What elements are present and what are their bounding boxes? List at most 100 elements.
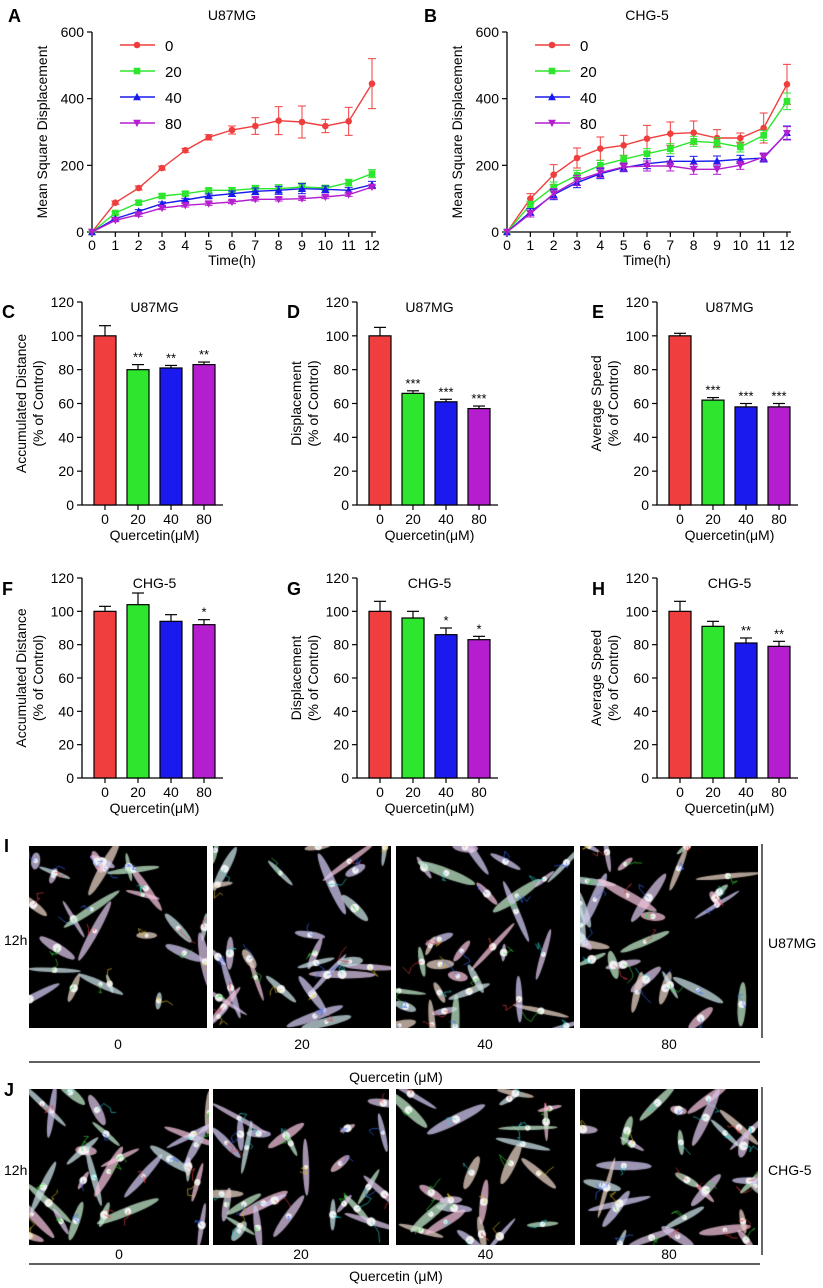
y-tick-label: 400 bbox=[61, 91, 85, 107]
concentration-label: 20 bbox=[293, 1246, 309, 1262]
data-point bbox=[158, 164, 166, 172]
y-tick-label: 40 bbox=[333, 429, 349, 445]
y-axis-label: Displacement(% of Control) bbox=[288, 635, 321, 721]
bar-20 bbox=[701, 399, 725, 506]
y-tick-label: 60 bbox=[333, 396, 349, 412]
bar-chart-D: D U87MG 0 20 40 60 80 100 120 0 20 *** 40 *** 80 *** Que… bbox=[287, 294, 498, 543]
chart-title: CHG-5 bbox=[708, 575, 752, 591]
bar-0 bbox=[368, 610, 392, 779]
y-tick-label: 40 bbox=[333, 703, 349, 719]
bar-40 bbox=[734, 406, 758, 506]
y-axis-label-line: Average Speed bbox=[588, 630, 604, 726]
y-axis-label: Average Speed(% of Control) bbox=[588, 355, 621, 451]
y-tick-label: 120 bbox=[51, 570, 75, 586]
y-tick-label: 20 bbox=[58, 737, 74, 753]
x-tick-label: 0 bbox=[676, 784, 684, 800]
y-axis-label-line: Accumulated Distance bbox=[13, 334, 29, 474]
y-tick-label: 0 bbox=[491, 224, 499, 240]
legend-label: 0 bbox=[165, 38, 173, 55]
x-tick-label: 3 bbox=[158, 237, 166, 253]
data-point bbox=[620, 142, 627, 149]
data-point bbox=[181, 202, 190, 210]
y-tick-label: 40 bbox=[633, 703, 649, 719]
significance-label: *** bbox=[438, 384, 453, 399]
data-point bbox=[112, 199, 119, 206]
y-tick-label: 0 bbox=[66, 770, 74, 786]
data-point bbox=[597, 162, 604, 169]
legend-marker bbox=[548, 67, 556, 75]
bar-0 bbox=[668, 610, 692, 779]
panel-label: C bbox=[2, 302, 15, 322]
legend-label: 0 bbox=[580, 38, 588, 55]
data-point bbox=[596, 169, 605, 177]
data-point bbox=[550, 171, 557, 178]
concentration-label: 40 bbox=[478, 1246, 494, 1262]
y-tick-label: 20 bbox=[333, 737, 349, 753]
y-tick-label: 40 bbox=[58, 429, 74, 445]
data-point bbox=[181, 195, 190, 204]
y-tick-label: 0 bbox=[341, 770, 349, 786]
x-tick-label: 5 bbox=[620, 237, 628, 253]
significance-label: ** bbox=[166, 350, 176, 365]
bar-20 bbox=[401, 617, 425, 779]
data-point bbox=[783, 98, 791, 105]
x-tick-label: 2 bbox=[550, 237, 558, 253]
data-point bbox=[527, 195, 534, 202]
x-axis-label: Time(h) bbox=[208, 252, 256, 268]
data-point bbox=[228, 126, 236, 134]
data-point bbox=[88, 228, 96, 237]
data-point bbox=[573, 154, 581, 162]
bar-80 bbox=[192, 624, 216, 779]
data-point bbox=[158, 204, 166, 213]
y-tick-label: 120 bbox=[51, 294, 75, 310]
data-point bbox=[713, 139, 721, 146]
bar-0 bbox=[93, 335, 117, 506]
x-axis-label: Quercetin(μM) bbox=[385, 800, 475, 816]
x-tick-label: 0 bbox=[503, 237, 511, 253]
data-point bbox=[619, 163, 628, 172]
concentration-label: 40 bbox=[477, 1036, 493, 1052]
x-axis-label: Time(h) bbox=[623, 252, 671, 268]
bar-80 bbox=[767, 645, 791, 779]
x-tick-label: 10 bbox=[733, 237, 749, 253]
x-tick-label: 20 bbox=[130, 511, 146, 527]
x-tick-label: 2 bbox=[135, 237, 143, 253]
y-tick-label: 0 bbox=[341, 497, 349, 513]
significance-label: *** bbox=[471, 391, 486, 406]
y-tick-label: 60 bbox=[633, 670, 649, 686]
data-point bbox=[713, 156, 721, 165]
y-axis-label-line: (% of Control) bbox=[305, 360, 321, 446]
legend-marker bbox=[133, 41, 141, 49]
x-tick-label: 40 bbox=[163, 784, 179, 800]
panel-label: H bbox=[592, 579, 605, 599]
legend-label: 20 bbox=[165, 64, 182, 81]
bar-chart-F: F CHG-5 0 20 40 60 80 100 120 0 20 40 80 * Quercetin(μ… bbox=[2, 570, 223, 816]
series-20: 20 bbox=[503, 64, 791, 236]
y-axis-label-line: Average Speed bbox=[588, 355, 604, 451]
y-tick-label: 40 bbox=[58, 703, 74, 719]
panel-label: F bbox=[2, 579, 13, 599]
significance-label: * bbox=[201, 605, 206, 620]
bar-chart-E: E U87MG 0 20 40 60 80 100 120 0 20 *** 40 *** 80 *** Que… bbox=[588, 294, 798, 543]
x-tick-label: 0 bbox=[101, 511, 109, 527]
data-point bbox=[205, 187, 212, 194]
data-point bbox=[736, 155, 745, 163]
x-tick-label: 6 bbox=[643, 237, 651, 253]
x-tick-label: 20 bbox=[705, 511, 721, 527]
y-tick-label: 100 bbox=[626, 603, 650, 619]
y-tick-label: 80 bbox=[333, 637, 349, 653]
panel-label: D bbox=[287, 302, 300, 322]
y-axis-label: Accumulated Distance(% of Control) bbox=[13, 334, 46, 474]
panel-label: G bbox=[287, 579, 301, 599]
data-point bbox=[158, 192, 166, 200]
x-tick-label: 80 bbox=[196, 511, 212, 527]
bar-20 bbox=[701, 625, 725, 779]
micrograph-canvas bbox=[396, 846, 574, 1028]
data-point bbox=[737, 134, 744, 142]
y-tick-label: 120 bbox=[326, 294, 350, 310]
y-tick-label: 100 bbox=[326, 328, 350, 344]
series-40: 40 bbox=[88, 90, 376, 236]
y-tick-label: 20 bbox=[633, 463, 649, 479]
data-point bbox=[643, 135, 651, 142]
